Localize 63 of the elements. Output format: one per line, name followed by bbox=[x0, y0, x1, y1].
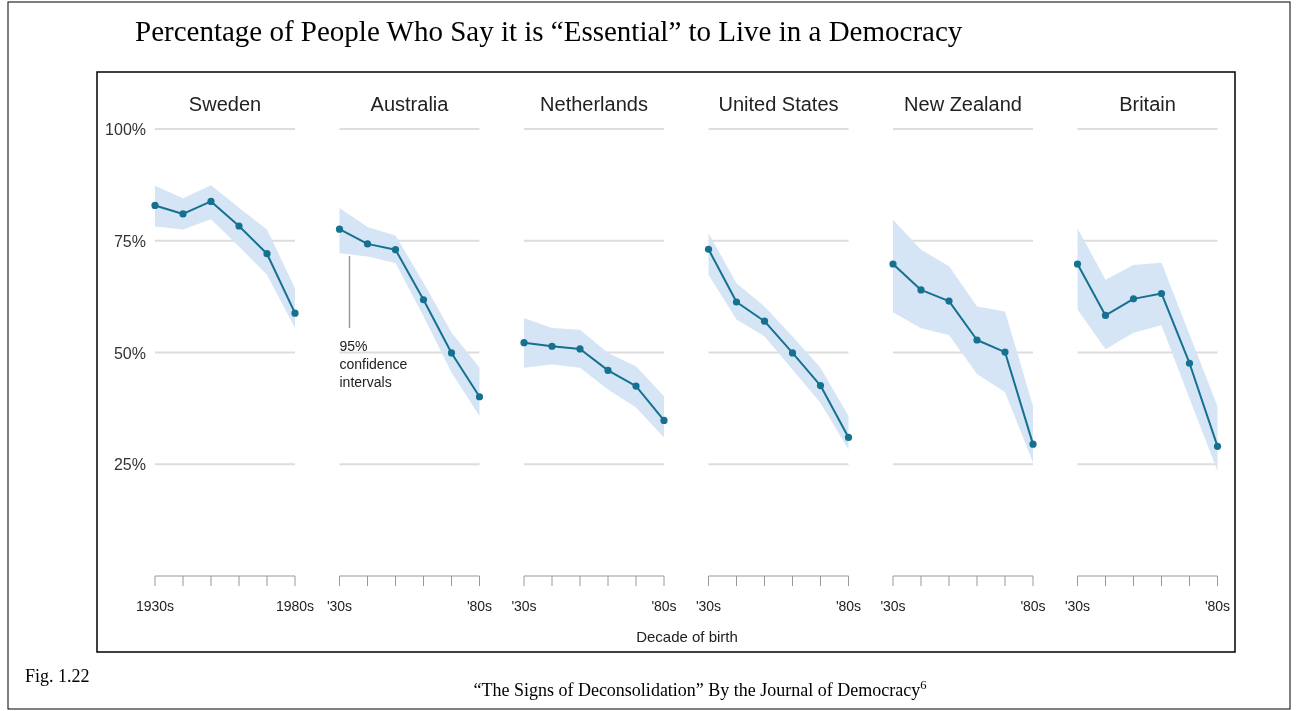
point bbox=[263, 250, 271, 258]
point bbox=[788, 349, 797, 357]
x-tick-label: '30s bbox=[1064, 598, 1091, 614]
point bbox=[475, 393, 484, 401]
chart-title: Britain bbox=[1119, 93, 1176, 115]
point bbox=[179, 210, 187, 218]
annotation: 95% confidence intervals bbox=[339, 338, 408, 390]
point bbox=[1101, 311, 1110, 319]
point bbox=[632, 382, 640, 390]
point bbox=[760, 317, 769, 325]
x-tick-label: '80s bbox=[1020, 598, 1046, 614]
x-tick-label: '80s bbox=[651, 598, 677, 614]
x-tick-label: '30s bbox=[880, 598, 906, 614]
point bbox=[1029, 440, 1037, 448]
point bbox=[1157, 289, 1166, 298]
chart-title: Sweden bbox=[188, 93, 262, 115]
chart-title: United States bbox=[718, 93, 839, 115]
point bbox=[207, 197, 215, 206]
point bbox=[917, 286, 925, 294]
x-tick-label: '30s bbox=[695, 598, 722, 614]
x-tick-label: '30s bbox=[326, 598, 353, 614]
text: Percentage of People Who Say it is “Essential” to Live in a Democracy bbox=[135, 15, 963, 47]
y-tick-label: 50% bbox=[113, 344, 146, 362]
point bbox=[1185, 359, 1194, 367]
chart-title: Netherlands bbox=[540, 93, 648, 115]
x-tick-label: '30s bbox=[511, 598, 537, 614]
x-tick-label: 1930s bbox=[135, 598, 175, 614]
point bbox=[291, 309, 299, 317]
point bbox=[548, 342, 556, 350]
y-tick-label: 75% bbox=[113, 232, 146, 250]
point bbox=[1073, 260, 1082, 268]
x-tick-label: '80s bbox=[1204, 598, 1231, 614]
point bbox=[391, 246, 400, 254]
point bbox=[151, 201, 159, 210]
point bbox=[816, 381, 825, 390]
point bbox=[1001, 348, 1009, 356]
point bbox=[660, 416, 668, 425]
x-tick-label: '80s bbox=[835, 598, 862, 614]
point bbox=[945, 297, 953, 305]
point bbox=[704, 245, 713, 253]
text: Decade of birth bbox=[636, 628, 738, 645]
point bbox=[419, 296, 428, 304]
point bbox=[335, 225, 344, 233]
point bbox=[235, 222, 243, 230]
point bbox=[889, 260, 897, 268]
point bbox=[973, 336, 981, 344]
x-tick-label: 1980s bbox=[275, 598, 315, 614]
point bbox=[1213, 442, 1222, 450]
y-tick-label: 100% bbox=[105, 121, 146, 138]
point bbox=[520, 339, 528, 347]
chart-title: Australia bbox=[370, 93, 450, 115]
point bbox=[447, 349, 456, 357]
caption: Fig. 1.22 bbox=[25, 666, 90, 686]
x-tick-label: '80s bbox=[466, 598, 493, 614]
point bbox=[363, 240, 372, 248]
point bbox=[1129, 295, 1138, 303]
chart-title: New Zealand bbox=[904, 93, 1022, 115]
y-tick-label: 25% bbox=[113, 456, 146, 474]
point bbox=[732, 298, 741, 306]
point bbox=[576, 345, 584, 353]
text: “The Signs of Deconsolidation” By the Journal of Democracy$^{6}$ bbox=[473, 678, 927, 700]
point bbox=[604, 366, 612, 374]
point bbox=[844, 433, 853, 442]
